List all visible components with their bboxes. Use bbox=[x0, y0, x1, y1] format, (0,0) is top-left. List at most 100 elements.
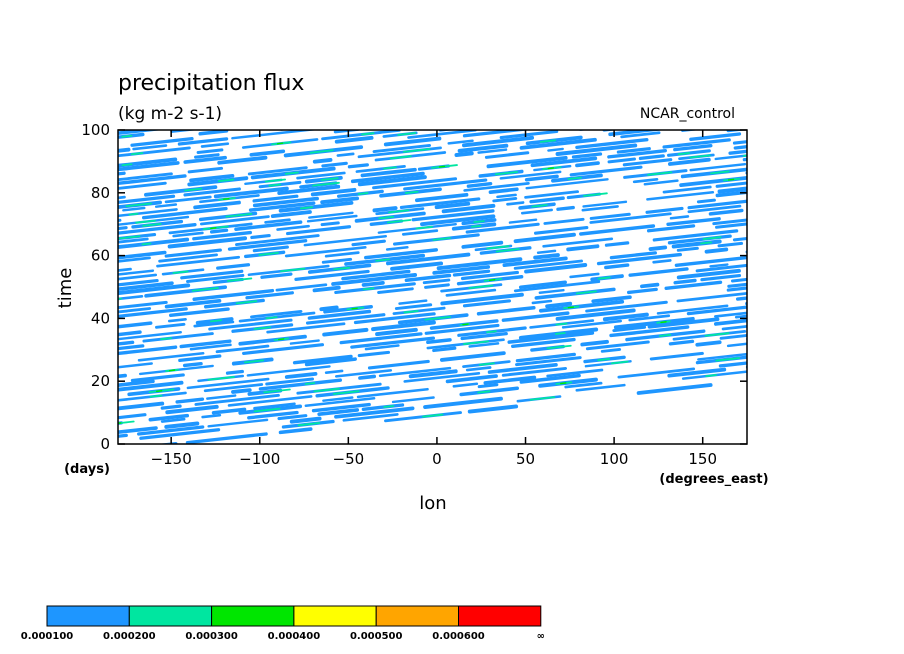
colorbar-label: ∞ bbox=[537, 631, 545, 642]
field-streak-low bbox=[462, 21, 505, 26]
field-streak-low bbox=[308, 211, 354, 219]
field-streak-low bbox=[707, 46, 749, 51]
field-streak-low bbox=[492, 84, 512, 86]
field-streak-low bbox=[252, 245, 289, 253]
field-streak-low bbox=[616, 147, 651, 154]
field-streak-low bbox=[514, 44, 549, 48]
field-streak-low bbox=[585, 340, 650, 351]
field-streak-high bbox=[606, 89, 611, 90]
field-streak-low bbox=[196, 148, 224, 154]
field-streak-low bbox=[649, 351, 704, 361]
field-streak-low bbox=[603, 0, 649, 5]
field-streak-mid bbox=[207, 376, 235, 381]
field-streak-low bbox=[506, 8, 577, 16]
field-streak-low bbox=[534, 225, 589, 235]
field-streak-mid bbox=[313, 387, 340, 393]
field-streak-low bbox=[662, 6, 687, 9]
colorbar-label: 0.000300 bbox=[185, 631, 238, 642]
field-streak-low bbox=[378, 366, 452, 378]
field-streak-low bbox=[194, 153, 220, 159]
field-streak-mid bbox=[473, 220, 485, 224]
field-streak-low bbox=[185, 432, 268, 444]
field-streak-mid bbox=[680, 46, 694, 48]
field-streak-low bbox=[375, 45, 416, 49]
field-streak-low bbox=[415, 192, 469, 203]
field-streak-low bbox=[200, 142, 230, 148]
field-streak-low bbox=[717, 54, 754, 58]
field-streak-low bbox=[663, 52, 688, 55]
field-streak-low bbox=[290, 121, 312, 123]
field-streak-low bbox=[350, 336, 435, 349]
field-streak-low bbox=[534, 287, 616, 300]
field-streak-low bbox=[535, 0, 590, 4]
field-streak-low bbox=[401, 229, 439, 236]
field-streak-low bbox=[413, 89, 436, 92]
field-streak-mid bbox=[710, 170, 730, 175]
field-streak-low bbox=[118, 344, 145, 351]
field-streak-low bbox=[357, 350, 391, 358]
field-streak-mid bbox=[700, 241, 712, 245]
field-streak-low bbox=[276, 224, 310, 231]
field-streak-mid bbox=[253, 326, 272, 330]
field-streak-low bbox=[361, 280, 385, 287]
field-streak-mid bbox=[332, 390, 360, 395]
field-streak-low bbox=[538, 288, 565, 294]
field-streak-low bbox=[189, 173, 235, 183]
field-streak-mid bbox=[790, 131, 815, 134]
field-streak-low bbox=[385, 252, 471, 266]
field-streak-low bbox=[383, 136, 442, 147]
field-streak-low bbox=[485, 95, 555, 103]
field-streak-low bbox=[93, 211, 114, 213]
field-streak-low bbox=[662, 138, 731, 149]
field-streak-low bbox=[747, 111, 773, 114]
field-streak-low bbox=[289, 113, 339, 119]
field-streak-low bbox=[118, 195, 126, 200]
field-streak-mid bbox=[529, 396, 556, 401]
field-streak-low bbox=[118, 413, 147, 420]
field-streak-low bbox=[423, 51, 448, 54]
field-streak-low bbox=[422, 278, 451, 285]
field-streak-low bbox=[715, 222, 747, 229]
field-streak-low bbox=[345, 68, 410, 75]
field-streak-low bbox=[155, 322, 186, 329]
field-streak-mid bbox=[274, 50, 286, 51]
field-streak-low bbox=[342, 413, 399, 422]
field-streak-low bbox=[381, 72, 421, 76]
field-streak-low bbox=[536, 249, 557, 254]
field-streak-mid bbox=[787, 297, 804, 299]
field-streak-low bbox=[213, 186, 289, 199]
field-streak-low bbox=[130, 373, 185, 383]
field-streak-low bbox=[732, 79, 774, 84]
field-streak-low bbox=[705, 24, 726, 26]
field-streak-low bbox=[292, 354, 353, 365]
field-streak-low bbox=[598, 28, 616, 30]
field-streak-low bbox=[447, 139, 474, 145]
field-streak-low bbox=[647, 317, 720, 329]
field-streak-low bbox=[712, 218, 747, 226]
field-streak-low bbox=[477, 148, 508, 154]
field-streak-low bbox=[642, 44, 713, 52]
colorbar-label: 0.000600 bbox=[432, 631, 485, 642]
field-streak-low bbox=[118, 278, 159, 287]
field-streak-mid bbox=[424, 316, 451, 321]
field-streak-low bbox=[154, 203, 178, 208]
y-tick-label: 100 bbox=[81, 121, 110, 139]
field-streak-low bbox=[311, 402, 371, 413]
field-streak-low bbox=[289, 339, 320, 345]
field-streak-low bbox=[351, 239, 386, 247]
field-streak-mid bbox=[765, 129, 785, 131]
field-streak-low bbox=[457, 143, 509, 153]
field-streak-low bbox=[296, 105, 370, 113]
field-streak-mid bbox=[402, 148, 431, 153]
field-streak-mid bbox=[575, 290, 597, 295]
field-streak-mid bbox=[688, 9, 698, 10]
field-streak-mid bbox=[495, 248, 520, 253]
field-streak-low bbox=[187, 166, 224, 174]
field-streak-low bbox=[189, 343, 232, 351]
field-streak-low bbox=[193, 320, 235, 328]
field-streak-low bbox=[326, 80, 353, 83]
field-streak-low bbox=[250, 233, 271, 240]
field-streak-low bbox=[303, 235, 387, 247]
field-streak-low bbox=[745, 171, 747, 175]
field-streak-mid bbox=[149, 394, 163, 398]
